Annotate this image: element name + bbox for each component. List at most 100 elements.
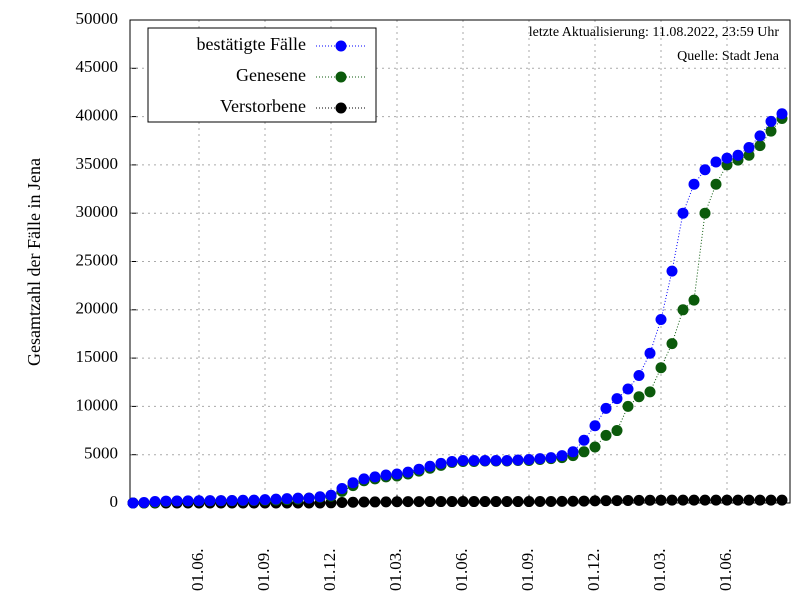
data-point <box>336 497 348 509</box>
x-tick-label: 01.06. <box>452 549 471 592</box>
data-point <box>149 496 161 508</box>
y-tick-label: 35000 <box>76 154 119 173</box>
data-point <box>303 492 315 504</box>
data-point <box>446 496 458 508</box>
data-point <box>391 496 403 508</box>
legend-marker <box>335 40 347 52</box>
annotation: letzte Aktualisierung: 11.08.2022, 23:59… <box>529 25 780 40</box>
data-point <box>545 452 557 464</box>
y-tick-label: 30000 <box>76 202 119 221</box>
data-point <box>204 495 216 507</box>
data-point <box>721 494 733 506</box>
x-tick-label: 01.12. <box>320 549 339 592</box>
data-point <box>655 362 667 374</box>
data-point <box>655 494 667 506</box>
data-point <box>402 466 414 478</box>
legend-marker <box>335 71 347 83</box>
x-tick-label: 01.03. <box>386 549 405 592</box>
data-point <box>688 294 700 306</box>
data-point <box>512 454 524 466</box>
data-point <box>380 496 392 508</box>
data-point <box>578 495 590 507</box>
x-tick-label: 01.06. <box>188 549 207 592</box>
data-point <box>589 441 601 453</box>
data-point <box>699 494 711 506</box>
data-point <box>369 496 381 508</box>
data-point <box>402 496 414 508</box>
data-point <box>556 495 568 507</box>
data-point <box>732 494 744 506</box>
data-point <box>160 495 172 507</box>
data-point <box>336 483 348 495</box>
data-point <box>512 496 524 508</box>
data-point <box>237 494 249 506</box>
x-tick-label: 01.09. <box>518 549 537 592</box>
data-point <box>589 420 601 432</box>
y-tick-label: 0 <box>110 492 119 511</box>
data-point <box>259 494 271 506</box>
data-point <box>446 455 458 467</box>
data-point <box>358 496 370 508</box>
data-point <box>600 429 612 441</box>
data-point <box>622 400 634 412</box>
data-point <box>468 496 480 508</box>
data-point <box>490 496 502 508</box>
data-point <box>545 495 557 507</box>
data-point <box>710 156 722 168</box>
data-point <box>765 125 777 137</box>
data-point <box>270 493 282 505</box>
data-point <box>523 454 535 466</box>
data-point <box>677 304 689 316</box>
data-point <box>358 473 370 485</box>
data-point <box>644 494 656 506</box>
data-point <box>589 495 601 507</box>
data-point <box>688 494 700 506</box>
data-point <box>347 496 359 508</box>
data-point <box>754 494 766 506</box>
data-point <box>490 454 502 466</box>
legend-label: bestätigte Fälle <box>197 34 306 54</box>
data-point <box>666 338 678 350</box>
y-tick-label: 15000 <box>76 347 119 366</box>
data-point <box>721 152 733 164</box>
data-point <box>424 496 436 508</box>
data-point <box>743 142 755 154</box>
data-point <box>534 496 546 508</box>
data-point <box>677 494 689 506</box>
data-point <box>248 494 260 506</box>
data-point <box>325 489 337 501</box>
data-point <box>578 446 590 458</box>
data-point <box>776 108 788 120</box>
data-point <box>369 471 381 483</box>
data-point <box>666 494 678 506</box>
data-point <box>699 207 711 219</box>
data-point <box>754 140 766 152</box>
data-point <box>523 496 535 508</box>
data-point <box>655 313 667 325</box>
data-point <box>776 494 788 506</box>
data-point <box>281 493 293 505</box>
data-point <box>754 130 766 142</box>
y-tick-label: 20000 <box>76 299 119 318</box>
legend-label: Genesene <box>236 65 306 85</box>
y-tick-label: 45000 <box>76 57 119 76</box>
data-point <box>226 494 238 506</box>
data-point <box>600 402 612 414</box>
data-point <box>644 347 656 359</box>
data-point <box>468 454 480 466</box>
x-tick-label: 01.09. <box>254 549 273 592</box>
data-point <box>622 494 634 506</box>
data-point <box>457 496 469 508</box>
data-point <box>765 115 777 127</box>
data-point <box>182 495 194 507</box>
data-point <box>215 495 227 507</box>
data-point <box>457 454 469 466</box>
data-point <box>413 463 425 475</box>
data-point <box>622 383 634 395</box>
data-point <box>556 450 568 462</box>
data-point <box>501 496 513 508</box>
y-tick-label: 25000 <box>76 250 119 269</box>
data-point <box>677 207 689 219</box>
data-point <box>710 178 722 190</box>
data-point <box>424 460 436 472</box>
